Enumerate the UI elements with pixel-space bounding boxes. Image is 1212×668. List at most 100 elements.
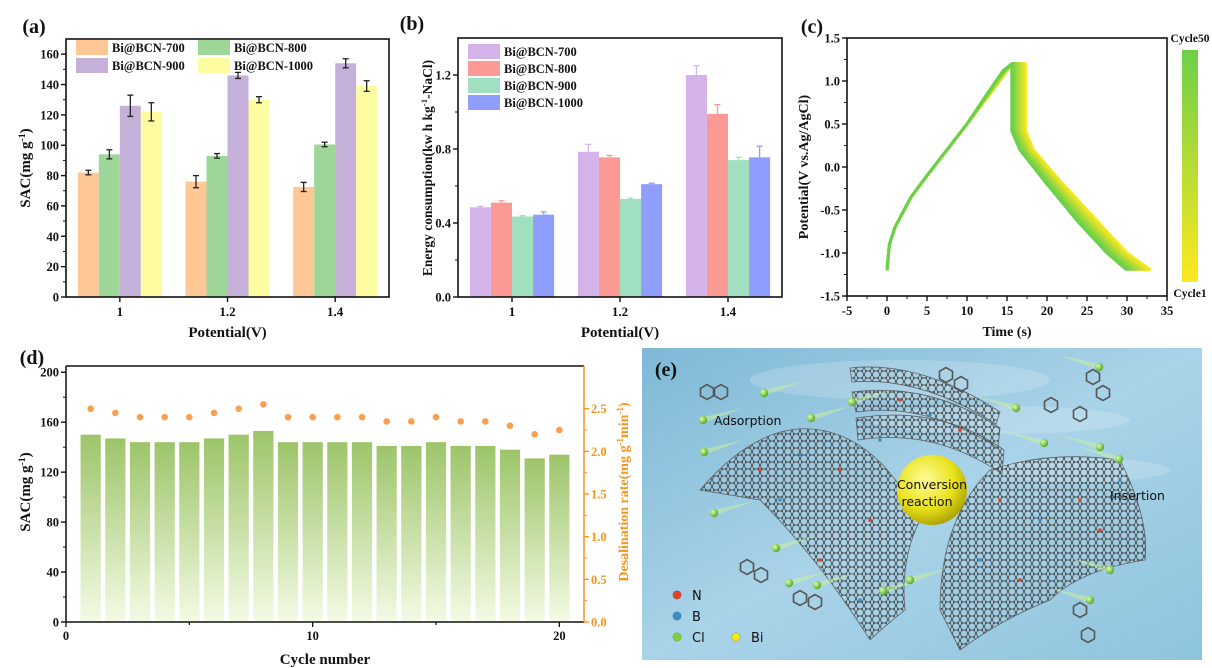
aromatic-molecule bbox=[953, 375, 969, 393]
x-tick-label: -5 bbox=[842, 304, 852, 318]
bar bbox=[293, 186, 315, 297]
aromatic-molecule bbox=[1095, 384, 1111, 402]
bar bbox=[376, 445, 397, 622]
carbon-sheet bbox=[939, 456, 1147, 651]
rate-point bbox=[284, 413, 292, 421]
x-tick-label: 15 bbox=[1001, 304, 1014, 318]
bar bbox=[450, 445, 471, 622]
label-part: ) bbox=[18, 452, 34, 457]
plot-frame bbox=[457, 37, 783, 298]
x-axis-label: Cycle number bbox=[280, 652, 371, 668]
bar bbox=[524, 458, 545, 622]
aromatic-molecule bbox=[753, 566, 769, 584]
bar bbox=[490, 202, 512, 297]
ion-trail bbox=[1079, 447, 1119, 462]
aromatic-molecule bbox=[1072, 405, 1088, 423]
x-tick-label: 1.2 bbox=[612, 304, 628, 319]
ion-trail bbox=[764, 381, 804, 396]
legend-swatch bbox=[76, 58, 108, 73]
chloride-ion bbox=[771, 543, 781, 553]
boron-atom bbox=[1038, 518, 1042, 522]
label-part: SAC(mg g bbox=[18, 465, 34, 532]
y-tick-label: 0.0 bbox=[435, 291, 451, 305]
nitrogen-atom bbox=[898, 398, 902, 402]
bar bbox=[749, 157, 771, 297]
y-tick-label: 0.0 bbox=[824, 161, 840, 175]
boron-atom bbox=[778, 498, 782, 502]
rate-point bbox=[260, 401, 267, 408]
bar bbox=[154, 442, 175, 622]
bar bbox=[401, 445, 422, 622]
conversion-label: Conversion bbox=[897, 477, 967, 492]
superscript: -1 bbox=[17, 457, 28, 465]
y-tick-label: 80 bbox=[47, 516, 60, 530]
plot-frame bbox=[846, 37, 1168, 297]
y-tick-label: 40 bbox=[47, 566, 60, 580]
x-tick-label: 10 bbox=[306, 629, 319, 643]
ion-trail bbox=[817, 573, 857, 588]
panel-label: (b) bbox=[400, 13, 424, 35]
nitrogen-atom bbox=[758, 468, 762, 472]
bar bbox=[277, 442, 299, 622]
colorbar bbox=[1182, 50, 1198, 282]
y-tick-label: 140 bbox=[40, 78, 59, 92]
superscript: -1 bbox=[419, 99, 429, 106]
bar bbox=[351, 442, 373, 622]
x-axis-label: Time (s) bbox=[982, 325, 1031, 340]
legend-label: Bi@BCN-900 bbox=[112, 59, 185, 73]
plot-frame bbox=[65, 38, 390, 298]
bar bbox=[77, 172, 99, 297]
ion-trail bbox=[811, 406, 851, 421]
rate-point bbox=[210, 409, 218, 417]
bar bbox=[98, 154, 120, 297]
aromatic-molecule bbox=[739, 558, 755, 576]
label-part: SAC(mg g bbox=[18, 141, 34, 208]
x-tick-label: 1 bbox=[117, 304, 124, 319]
y-tick-label: 0.4 bbox=[435, 217, 451, 231]
panel-label: (c) bbox=[801, 16, 823, 38]
aromatic-molecule bbox=[1085, 368, 1101, 386]
y-tick-label: 1.0 bbox=[824, 75, 840, 89]
bar bbox=[203, 438, 225, 622]
carbon-sheet bbox=[699, 428, 921, 641]
label-part: ) bbox=[18, 128, 34, 133]
nitrogen-atom bbox=[958, 428, 962, 432]
bar bbox=[706, 113, 728, 297]
colorbar-bottom-label: Cycle1 bbox=[1173, 288, 1206, 300]
bar bbox=[335, 63, 357, 298]
bar bbox=[327, 442, 348, 622]
x-tick-label: 25 bbox=[1081, 304, 1094, 318]
x-tick-label: 1.4 bbox=[327, 304, 344, 319]
bar bbox=[641, 184, 663, 297]
y2-tick-label: 0.5 bbox=[591, 573, 607, 587]
chloride-ion bbox=[878, 586, 888, 596]
rate-point bbox=[506, 422, 514, 430]
legend-label: N bbox=[692, 589, 702, 604]
legend-atom-n bbox=[672, 590, 682, 600]
aromatic-molecule bbox=[792, 589, 808, 607]
ion-trail bbox=[1060, 435, 1100, 450]
y-tick-label: 200 bbox=[40, 366, 59, 380]
rate-point bbox=[136, 413, 144, 421]
ion-trail bbox=[714, 501, 754, 516]
legend-label: B bbox=[692, 610, 701, 625]
x-tick-label: 30 bbox=[1121, 304, 1134, 318]
aromatic-molecule bbox=[1072, 601, 1088, 619]
x-tick-label: 1 bbox=[509, 304, 516, 319]
legend-label: Bi@BCN-700 bbox=[504, 45, 577, 59]
y2-tick-label: 2.5 bbox=[591, 402, 607, 416]
bar bbox=[80, 434, 101, 622]
bar bbox=[469, 207, 491, 297]
aromatic-molecule bbox=[1080, 626, 1096, 644]
legend-swatch bbox=[468, 78, 500, 93]
rate-point bbox=[235, 405, 242, 412]
y-tick-label: 120 bbox=[40, 108, 59, 122]
chart-c: -1.5 -1.0 -0.5 0.0 0.5 1.0 1.5 -5 0 5 10 15 20 25 30 35… bbox=[797, 16, 1210, 340]
y-tick-label: 1.5 bbox=[824, 32, 840, 46]
y2-tick-label: 1.5 bbox=[591, 488, 607, 502]
y-axis-label: Energy consumption(kw h kg-1-NaCl) bbox=[419, 60, 435, 276]
cycle-curve bbox=[885, 62, 1128, 272]
label-part: Desalination rate(mg g bbox=[617, 446, 632, 582]
rate-point bbox=[383, 418, 390, 425]
